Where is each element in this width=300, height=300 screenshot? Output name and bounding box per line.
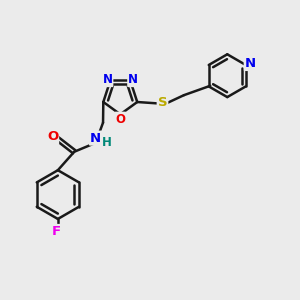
Text: S: S <box>158 95 167 109</box>
Text: H: H <box>102 136 112 149</box>
Text: N: N <box>90 132 101 145</box>
Text: O: O <box>47 130 58 143</box>
Text: N: N <box>128 73 138 86</box>
Text: F: F <box>52 225 61 238</box>
Text: N: N <box>245 57 256 70</box>
Text: N: N <box>102 73 112 86</box>
Text: O: O <box>115 112 125 126</box>
